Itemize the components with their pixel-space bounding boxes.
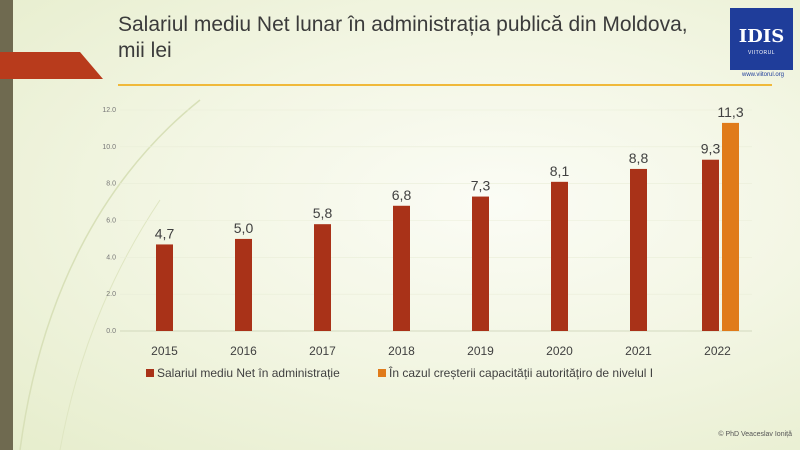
- bar: [702, 159, 719, 331]
- idis-logo: IDIS VIITORUL: [730, 8, 793, 70]
- logo-subtext: VIITORUL: [748, 50, 775, 56]
- x-tick-label: 2019: [467, 344, 494, 358]
- legend-swatch: [378, 369, 386, 377]
- data-label: 6,8: [392, 187, 412, 203]
- x-tick-label: 2017: [309, 344, 336, 358]
- bar: [393, 205, 410, 331]
- y-tick-label: 0.0: [106, 328, 116, 335]
- x-tick-label: 2022: [704, 344, 731, 358]
- logo-text: IDIS: [738, 26, 785, 47]
- y-tick-label: 2.0: [106, 291, 116, 298]
- bar: [235, 238, 252, 331]
- data-label: 9,3: [701, 141, 721, 157]
- data-label: 5,8: [313, 205, 333, 221]
- x-tick-label: 2021: [625, 344, 652, 358]
- data-label: 7,3: [471, 178, 491, 194]
- data-label: 8,8: [629, 150, 649, 166]
- x-tick-label: 2016: [230, 344, 257, 358]
- bar: [472, 196, 489, 331]
- y-tick-label: 6.0: [106, 218, 116, 225]
- data-label: 4,7: [155, 225, 175, 241]
- bar: [722, 122, 739, 332]
- x-tick-label: 2018: [388, 344, 415, 358]
- data-label: 11,3: [717, 104, 743, 120]
- title-underline: [118, 84, 772, 86]
- legend-label: Salariul mediu Net în administrație: [157, 366, 340, 380]
- bar: [314, 224, 331, 331]
- x-tick-label: 2020: [546, 344, 573, 358]
- bar: [630, 168, 647, 331]
- y-tick-label: 10.0: [102, 144, 116, 151]
- x-tick-label: 2015: [151, 344, 178, 358]
- slide-title: Salariul mediu Net lunar în administrați…: [118, 12, 718, 64]
- slide-title-line-1: Salariul mediu Net lunar în administrați…: [118, 13, 688, 36]
- data-label: 8,1: [550, 163, 570, 179]
- legend-label: În cazul creșterii capacității autorităț…: [388, 365, 653, 380]
- data-label: 5,0: [234, 220, 254, 236]
- left-decor-strip: [0, 0, 13, 450]
- footer-credit: © PhD Veaceslav Ioniță: [718, 431, 792, 438]
- bar: [551, 181, 568, 331]
- bar: [156, 244, 173, 331]
- y-tick-label: 8.0: [106, 181, 116, 188]
- y-tick-label: 4.0: [106, 254, 116, 261]
- legend-swatch: [146, 369, 154, 377]
- slide-title-line-2: mii lei: [118, 39, 172, 62]
- logo-url: www.viitorul.org: [741, 72, 784, 78]
- y-tick-label: 12.0: [102, 107, 116, 114]
